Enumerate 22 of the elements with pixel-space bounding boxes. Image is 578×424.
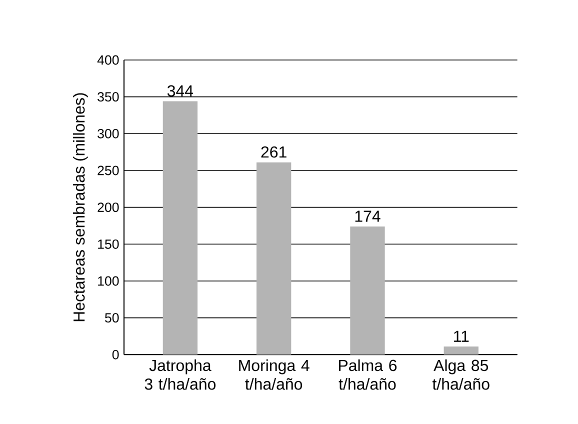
x-tick-label: Alga 85 t/ha/año [432,359,490,390]
bar [162,101,198,355]
bar [444,346,478,355]
bar [256,162,292,355]
y-tick-label: 50 [105,313,119,323]
data-label: 344 [167,85,194,97]
y-tick-label: 0 [112,350,119,360]
data-label: 11 [454,330,469,342]
y-tick-label: 200 [98,202,119,212]
x-tick-label: Jatropha 3 t/ha/año [144,359,216,390]
bar [350,226,385,355]
data-label: 261 [261,146,286,158]
y-axis-title: Hectareas sembradas (millones) [73,93,88,322]
x-tick-label: Moringa 4 t/ha/año [239,359,310,390]
x-tick-label: Palma 6 t/ha/año [338,359,397,390]
y-tick-label: 150 [98,239,119,249]
y-tick-label: 400 [97,55,119,65]
y-tick-label: 250 [98,166,119,176]
data-label: 174 [355,210,380,222]
y-tick-label: 350 [98,92,119,102]
y-tick-label: 100 [98,276,119,286]
y-tick-label: 300 [98,128,119,138]
